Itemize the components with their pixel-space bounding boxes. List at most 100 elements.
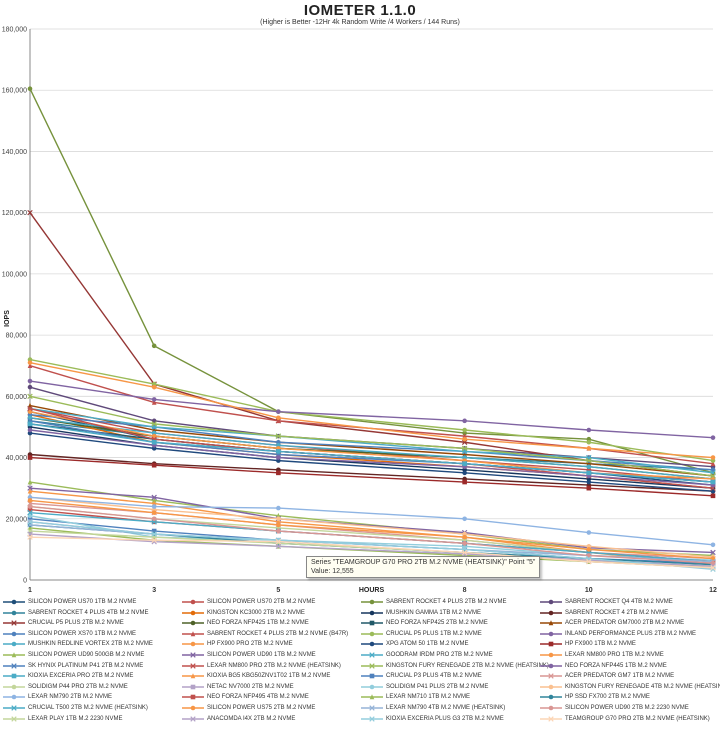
data-point [548, 663, 554, 668]
data-point [27, 421, 33, 427]
legend-swatch [3, 684, 25, 690]
data-point [11, 715, 17, 722]
series-line [29, 499, 714, 560]
data-point [276, 512, 281, 519]
legend-item: INLAND PERFORMANCE PLUS 2TB M.2 NVME [539, 629, 717, 639]
data-point [462, 436, 467, 442]
legend-label: SABRENT ROCKET 4 PLUS 2TB M.2 NVME [386, 599, 507, 605]
data-point [586, 530, 592, 535]
data-point [548, 684, 554, 690]
series-line [29, 361, 714, 459]
legend-swatch [361, 662, 383, 669]
legend-swatch [540, 684, 562, 690]
data-point [151, 421, 157, 427]
legend-swatch [3, 599, 25, 605]
data-point [151, 397, 157, 402]
legend-label: KIOXIA EXCERIA PLUS G3 2TB M.2 NVME [386, 715, 504, 722]
data-point [11, 695, 17, 700]
data-point [27, 86, 33, 91]
data-point [276, 409, 281, 414]
data-point [710, 542, 716, 548]
legend-label: ACER PREDATOR GM7000 2TB M.2 NVME [565, 620, 685, 627]
data-point [586, 427, 592, 433]
series-line [29, 521, 714, 570]
legend-item: GOODRAM IRDM PRO 2TB M.2 NVME [360, 650, 538, 660]
legend-label: SABRENT ROCKET 4 PLUS 4TB M.2 NVME [28, 609, 149, 616]
data-point [151, 462, 157, 468]
legend-item: KIOXIA EXCERIA PRO 2TB M.2 NVME [2, 671, 180, 681]
legend-label: GOODRAM IRDM PRO 2TB M.2 NVME [386, 652, 493, 658]
legend-swatch [182, 652, 204, 658]
data-point [462, 516, 467, 522]
tooltip-series-text: Series "TEAMGROUP G70 PRO 2TB M.2 NVME (… [311, 559, 536, 566]
legend-label: NEO FORZA NFP495 4TB M.2 NVME [207, 694, 309, 701]
legend-item: ACER PREDATOR GM7 1TB M.2 NVME [539, 671, 717, 681]
data-point [710, 460, 716, 466]
legend-item: NEO FORZA NFP495 4TB M.2 NVME [181, 692, 359, 702]
legend-swatch [182, 673, 204, 679]
data-point [369, 620, 375, 626]
legend-label: LEXAR NM790 2TB M.2 NVME [28, 694, 113, 701]
data-point [190, 662, 196, 669]
data-point [462, 433, 467, 439]
legend-item: HP FX900 1TB M.2 NVME [539, 639, 717, 649]
data-point [586, 460, 592, 466]
data-point [548, 705, 554, 711]
data-point [11, 673, 17, 679]
legend-swatch [182, 715, 204, 722]
data-point [586, 439, 592, 445]
series-line [29, 432, 714, 492]
legend-item: SK HYNIX PLATINUM P41 2TB M.2 NVME [2, 661, 180, 671]
data-point [461, 445, 468, 452]
data-point [11, 652, 17, 658]
legend-swatch [361, 620, 383, 626]
data-point [369, 694, 375, 700]
data-point [151, 384, 157, 390]
y-tick-label: 0 [23, 578, 27, 585]
legend-label: INLAND PERFORMANCE PLUS 2TB M.2 NVME [565, 630, 697, 637]
data-point [586, 547, 592, 552]
data-point [462, 479, 467, 485]
legend-swatch [540, 663, 562, 668]
data-point [151, 439, 157, 445]
legend-label: LEXAR PLAY 1TB M.2 2230 NVME [28, 715, 123, 722]
data-point [27, 393, 33, 400]
legend-swatch [540, 642, 562, 647]
legend-item: LEXAR NM710 1TB M.2 NVME [360, 692, 538, 702]
legend-label: HP SSD FX700 2TB M.2 NVME [565, 694, 650, 701]
data-point [27, 427, 33, 433]
series-line [29, 456, 714, 497]
data-point [151, 343, 157, 349]
data-point [27, 402, 33, 408]
data-point [710, 479, 716, 485]
series-line [29, 395, 714, 477]
data-point [369, 652, 375, 658]
legend-label: KINGSTON FURY RENEGADE 4TB M.2 NVME (HEA… [565, 683, 720, 690]
legend-item: LEXAR NM790 4TB M.2 NVME (HEATSINK) [360, 703, 538, 713]
legend-label: ANACOMDA I4X 2TB M.2 NVME [207, 715, 296, 722]
data-point [27, 485, 33, 491]
legend-label: LEXAR NM800 PRO 1TB M.2 NVME [565, 652, 664, 658]
data-point [586, 446, 592, 451]
series-line [29, 496, 714, 546]
data-point [369, 610, 375, 615]
data-point [11, 631, 17, 637]
legend-item: SOLIDIGM P44 PRO 2TB M.2 NVME [2, 682, 180, 692]
legend-label: SILICON POWER XS70 1TB M.2 NVME [28, 630, 137, 637]
data-point [11, 662, 17, 669]
data-point [276, 455, 281, 460]
legend-item: MUSHKIN REDLINE VORTEX 2TB M.2 NVME [2, 639, 180, 649]
legend-swatch [540, 631, 562, 637]
legend-swatch [361, 673, 383, 679]
legend-label: SILICON POWER UD90 2TB M.2 2230 NVME [565, 705, 689, 711]
y-tick-label: 160,000 [2, 88, 27, 95]
legend-swatch [540, 652, 562, 658]
data-point [586, 485, 592, 491]
x-tick-label: 8 [463, 587, 467, 594]
data-point [151, 516, 157, 522]
data-point [190, 610, 196, 615]
data-point [11, 642, 17, 647]
legend-swatch [182, 642, 204, 647]
legend-label: LEXAR NM800 PRO 2TB M.2 NVME (HEATSINK) [207, 662, 341, 669]
legend-item: SABRENT ROCKET 4 PLUS 2TB M.2 NVME [360, 597, 538, 607]
